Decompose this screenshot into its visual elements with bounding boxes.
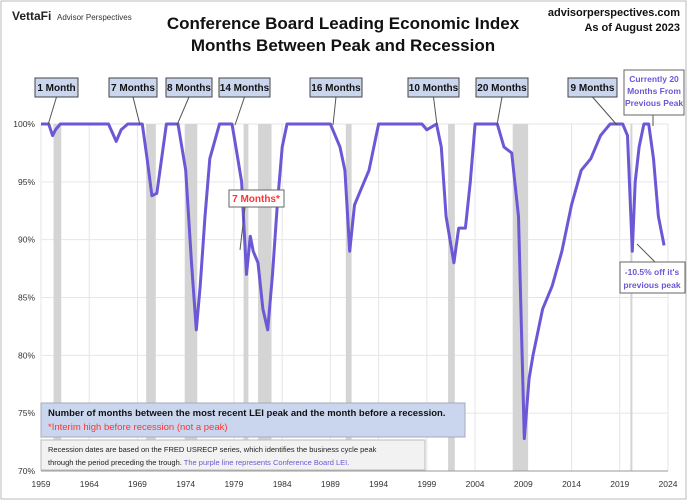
- callout-box: [34, 77, 79, 98]
- callout-label: 8 Months: [167, 83, 211, 94]
- recession-band: [146, 124, 156, 471]
- x-tick-label: 1999: [417, 479, 436, 489]
- x-tick-label: 1989: [321, 479, 340, 489]
- callout-pointer: [433, 96, 438, 126]
- note-line2: through the period preceding the trough.…: [48, 458, 349, 467]
- recession-band: [448, 124, 455, 471]
- chart-title-2: Months Between Peak and Recession: [191, 36, 495, 55]
- callout-pointer: [176, 96, 190, 126]
- callout-label: 14 Months: [220, 83, 270, 94]
- callout-pointer: [496, 96, 503, 126]
- y-tick-label: 80%: [18, 350, 35, 360]
- x-tick-label: 2004: [466, 479, 485, 489]
- callout-box: [567, 77, 618, 98]
- callout-label: 20 Months: [477, 83, 527, 94]
- interim-callout: [228, 189, 285, 208]
- legend-line2: *Interim high before recession (not a pe…: [48, 422, 228, 433]
- lei-series-line: [41, 122, 666, 441]
- note-box: [40, 439, 426, 471]
- legend-box: [40, 402, 466, 438]
- brand-logo: VettaFi: [12, 9, 51, 23]
- x-tick-label: 1994: [369, 479, 388, 489]
- recession-band: [345, 124, 352, 471]
- callout-label: 9 Months: [571, 83, 615, 94]
- callout-box: [309, 77, 363, 98]
- recession-band: [243, 124, 249, 471]
- callout-label: 10 Months: [409, 83, 459, 94]
- callout-label: 7 Months: [111, 83, 155, 94]
- callout-pointer: [234, 96, 245, 126]
- callout-box: [218, 77, 271, 98]
- off-peak-callout: [619, 261, 686, 294]
- note-line2b: The purple line represents Conference Bo…: [184, 458, 350, 467]
- recession-band: [53, 124, 62, 471]
- x-tick-label: 1959: [32, 479, 51, 489]
- y-tick-label: 70%: [18, 466, 35, 476]
- callout-pointer: [332, 96, 337, 126]
- brand-sub: Advisor Perspectives: [57, 13, 132, 22]
- off-peak-line1: -10.5% off it's: [625, 267, 680, 277]
- callout-pointer: [132, 96, 141, 126]
- x-tick-label: 1974: [176, 479, 195, 489]
- as-of-date: As of August 2023: [584, 22, 680, 34]
- current-callout-line3: Previous Peak: [625, 98, 683, 108]
- x-tick-label: 1964: [80, 479, 99, 489]
- callout-pointer: [47, 96, 57, 126]
- y-tick-label: 100%: [13, 119, 35, 129]
- off-peak-line2: previous peak: [623, 280, 680, 290]
- current-callout: [623, 69, 685, 116]
- callout-box: [475, 77, 529, 98]
- callout-box: [407, 77, 460, 98]
- y-tick-label: 75%: [18, 408, 35, 418]
- callout-label: 16 Months: [311, 83, 361, 94]
- y-tick-label: 90%: [18, 235, 35, 245]
- site-name: advisorperspectives.com: [548, 7, 680, 19]
- recession-band: [630, 124, 633, 471]
- y-tick-label: 85%: [18, 293, 35, 303]
- current-callout-line1: Currently 20: [629, 74, 679, 84]
- x-tick-label: 2009: [514, 479, 533, 489]
- x-tick-label: 2024: [659, 479, 678, 489]
- x-tick-label: 1979: [224, 479, 243, 489]
- callout-label: 1 Month: [37, 83, 75, 94]
- chart-title-1: Conference Board Leading Economic Index: [167, 14, 520, 33]
- legend-line1: Number of months between the most recent…: [48, 408, 446, 419]
- x-tick-label: 2019: [610, 479, 629, 489]
- x-tick-label: 1969: [128, 479, 147, 489]
- recession-band: [258, 124, 272, 471]
- y-tick-label: 95%: [18, 177, 35, 187]
- interim-callout-text: 7 Months*: [232, 194, 280, 205]
- x-tick-label: 1984: [273, 479, 292, 489]
- current-callout-line2: Months From: [627, 86, 681, 96]
- x-tick-label: 2014: [562, 479, 581, 489]
- callout-box: [108, 77, 158, 98]
- note-line2a: through the period preceding the trough.: [48, 458, 184, 467]
- callout-pointer: [592, 96, 618, 126]
- callout-box: [165, 77, 213, 98]
- note-line1: Recession dates are based on the FRED US…: [48, 445, 377, 454]
